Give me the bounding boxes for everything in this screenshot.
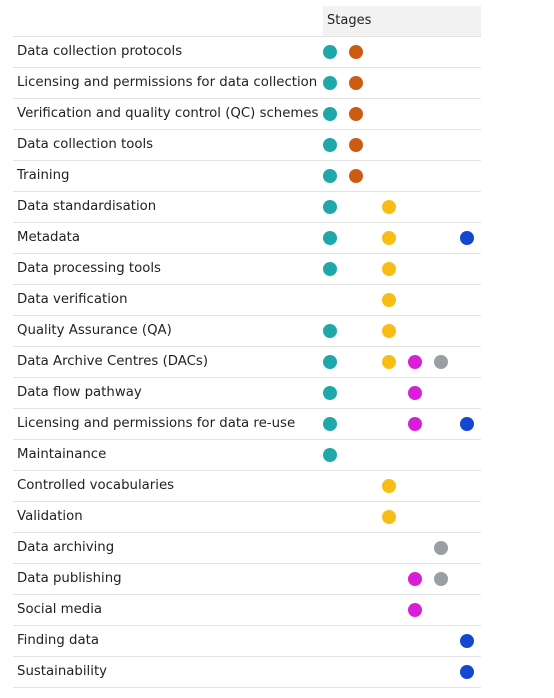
stage-dot-2 [349,169,363,183]
table-row: Finding data [13,625,481,656]
stage-matrix: Stages Data collection protocols Licensin… [13,6,481,688]
header-row: Stages [13,6,481,36]
activity-label: Data verification [17,292,128,307]
table-row: Data Archive Centres (DACs) [13,346,481,377]
stage-dot-1 [323,417,337,431]
activity-label: Data collection protocols [17,44,183,59]
table-row: Social media [13,594,481,625]
table-row: Training [13,160,481,191]
table-row: Metadata [13,222,481,253]
table-row: Verification and quality control (QC) sc… [13,98,481,129]
stage-dot-5 [434,572,448,586]
stage-dot-3 [382,200,396,214]
stage-dot-4 [408,355,422,369]
table-row: Maintainance [13,439,481,470]
table-row: Data standardisation [13,191,481,222]
table-row: Sustainability [13,656,481,688]
stage-dot-1 [323,45,337,59]
activity-label: Finding data [17,633,99,648]
stage-dot-6 [460,231,474,245]
stage-dot-3 [382,293,396,307]
stage-dot-2 [349,45,363,59]
stage-dot-5 [434,541,448,555]
stage-dot-4 [408,417,422,431]
stage-dot-1 [323,138,337,152]
stage-dot-3 [382,262,396,276]
stage-dot-2 [349,107,363,121]
stage-dot-1 [323,107,337,121]
activity-label: Validation [17,509,83,524]
table-row: Data collection tools [13,129,481,160]
activity-label: Verification and quality control (QC) sc… [17,106,319,121]
stage-dot-2 [349,138,363,152]
stages-header-label: Stages [327,13,372,28]
table-row: Data archiving [13,532,481,563]
activity-label: Licensing and permissions for data re-us… [17,416,296,431]
stage-dot-1 [323,448,337,462]
activity-label: Maintainance [17,447,107,462]
activity-rows: Data collection protocols Licensing and p… [13,36,481,688]
table-row: Controlled vocabularies [13,470,481,501]
activity-label: Data publishing [17,571,122,586]
activity-label: Data standardisation [17,199,157,214]
activity-label: Data archiving [17,540,115,555]
stage-dot-1 [323,231,337,245]
stages-header-background [323,6,481,36]
table-row: Data flow pathway [13,377,481,408]
table-row: Data processing tools [13,253,481,284]
stage-dot-1 [323,262,337,276]
table-row: Quality Assurance (QA) [13,315,481,346]
activity-label: Quality Assurance (QA) [17,323,172,338]
table-row: Data verification [13,284,481,315]
stage-dot-3 [382,355,396,369]
activity-label: Licensing and permissions for data colle… [17,75,318,90]
table-row: Data publishing [13,563,481,594]
stage-dot-1 [323,386,337,400]
stage-dot-3 [382,479,396,493]
activity-label: Data collection tools [17,137,154,152]
stage-dot-3 [382,510,396,524]
stage-dot-3 [382,231,396,245]
activity-label: Data Archive Centres (DACs) [17,354,209,369]
stage-dot-4 [408,603,422,617]
activity-label: Data flow pathway [17,385,142,400]
activity-label: Controlled vocabularies [17,478,175,493]
stage-dot-5 [434,355,448,369]
activity-label: Social media [17,602,103,617]
stage-dot-3 [382,324,396,338]
stage-dot-6 [460,634,474,648]
activity-label: Sustainability [17,664,108,679]
table-row: Licensing and permissions for data colle… [13,67,481,98]
stage-dot-1 [323,200,337,214]
stage-dot-1 [323,76,337,90]
stage-dot-1 [323,324,337,338]
stage-dot-2 [349,76,363,90]
activity-label: Metadata [17,230,80,245]
activity-label: Data processing tools [17,261,161,276]
activity-label: Training [17,168,70,183]
table-row: Licensing and permissions for data re-us… [13,408,481,439]
stage-dot-1 [323,169,337,183]
table-row: Data collection protocols [13,36,481,67]
stage-dot-6 [460,665,474,679]
stage-dot-4 [408,572,422,586]
stage-dot-1 [323,355,337,369]
table-row: Validation [13,501,481,532]
stage-dot-4 [408,386,422,400]
stage-dot-6 [460,417,474,431]
